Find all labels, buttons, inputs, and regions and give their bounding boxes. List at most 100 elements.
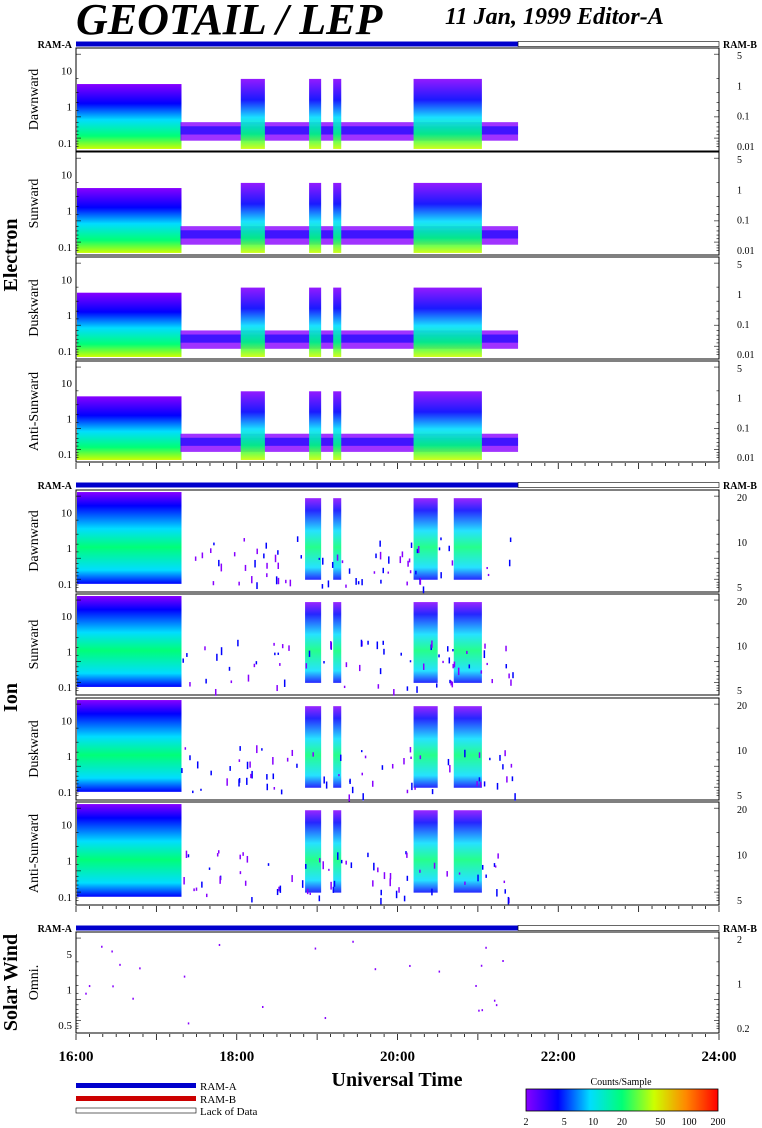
ion-scatter-pixel	[362, 793, 364, 801]
electron-burst-block	[413, 287, 482, 357]
ion-scatter-pixel	[277, 652, 280, 655]
x-tick-label: 24:00	[702, 1049, 737, 1065]
ion-scatter-pixel	[276, 888, 279, 896]
ion-scatter-pixel	[449, 764, 451, 773]
ion-scatter-pixel	[422, 663, 425, 670]
panel-electron-2: 10 1 0.1 5 1 0.1 0.01 Duskward	[27, 256, 755, 361]
ion-scatter-pixel	[256, 745, 258, 754]
panel-label: Omni.	[27, 965, 42, 1000]
ion-scatter-pixel	[230, 680, 233, 684]
y2-tick-label: 1	[737, 980, 742, 991]
ion-scatter-pixel	[249, 761, 251, 768]
ion-scatter-pixel	[291, 875, 293, 883]
ion-scatter-pixel	[251, 897, 253, 903]
ion-scatter-pixel	[383, 872, 386, 880]
ion-scatter-pixel	[328, 868, 330, 871]
y2-tick-label: 0.2	[737, 1024, 750, 1035]
ion-scatter-pixel	[484, 643, 486, 649]
y2-tick-label: 5	[737, 51, 742, 62]
ion-scatter-pixel	[341, 560, 344, 564]
solar-wind-pixel	[85, 992, 87, 995]
ion-scatter-pixel	[277, 577, 280, 585]
ion-scatter-pixel	[485, 874, 487, 878]
solar-wind-pixel	[111, 950, 113, 953]
ion-scatter-pixel	[391, 763, 394, 769]
ion-scatter-pixel	[242, 852, 244, 856]
ion-scatter-pixel	[212, 581, 215, 586]
ion-scatter-pixel	[409, 660, 412, 663]
x-tick-label: 20:00	[380, 1049, 415, 1065]
ion-scatter-pixel	[255, 661, 258, 665]
ion-scatter-pixel	[440, 572, 442, 579]
ion-scatter-pixel	[288, 645, 290, 651]
y2-tick-label: 0.01	[737, 350, 755, 361]
y-tick-label: 10	[61, 507, 73, 519]
ion-burst-block	[453, 498, 482, 580]
y-tick-label: 10	[61, 170, 73, 182]
solar-wind-pixel	[475, 984, 477, 987]
y-tick-label: 10	[61, 820, 73, 832]
ion-scatter-pixel	[345, 662, 348, 668]
ram-a-label: RAM-A	[38, 481, 73, 492]
ion-scatter-pixel	[464, 881, 466, 885]
ion-scatter-pixel	[379, 668, 382, 675]
electron-background-core	[180, 437, 519, 446]
ram-a-label: RAM-A	[38, 40, 73, 51]
colorbar-tick-label: 100	[682, 1117, 697, 1128]
ion-scatter-pixel	[208, 867, 211, 870]
ion-scatter-pixel	[506, 776, 508, 783]
ion-scatter-pixel	[478, 777, 481, 782]
y-tick-label: 10	[61, 715, 73, 727]
ion-scatter-pixel	[511, 776, 514, 782]
electron-burst-block	[413, 391, 482, 460]
ion-scatter-pixel	[487, 573, 490, 577]
electron-burst-block	[240, 287, 265, 357]
ion-scatter-pixel	[289, 579, 292, 587]
y-tick-label: 10	[61, 274, 73, 286]
ion-scatter-pixel	[296, 763, 298, 768]
ion-scatter-pixel	[201, 552, 204, 559]
ion-scatter-pixel	[514, 793, 516, 801]
ion-scatter-pixel	[406, 852, 408, 858]
panel-solar-0: 5 1 0.5 2 1 0.2 Omni.	[27, 931, 750, 1035]
ion-scatter-pixel	[267, 863, 270, 866]
ion-scatter-pixel	[486, 566, 488, 570]
ion-scatter-pixel	[375, 553, 377, 559]
y2-tick-label: 0.1	[737, 216, 750, 227]
y-tick-label: 0.1	[58, 242, 72, 254]
ion-scatter-pixel	[217, 850, 220, 854]
ion-scatter-pixel	[319, 858, 321, 863]
ion-scatter-pixel	[415, 570, 417, 575]
y-tick-label: 0.5	[58, 1020, 72, 1032]
colorbar-tick-label: 200	[711, 1117, 726, 1128]
ion-scatter-pixel	[214, 688, 217, 696]
ion-scatter-pixel	[272, 773, 275, 780]
ion-scatter-pixel	[438, 654, 440, 658]
ion-scatter-pixel	[274, 554, 277, 563]
solar-wind-pixel	[218, 943, 221, 946]
electron-hot-plasma-block	[77, 188, 182, 253]
ion-scatter-pixel	[251, 576, 253, 584]
y-tick-label: 5	[67, 949, 73, 961]
ion-scatter-pixel	[239, 854, 241, 860]
y-tick-label: 1	[67, 647, 73, 659]
ion-scatter-pixel	[266, 562, 268, 569]
ion-scatter-pixel	[452, 648, 454, 652]
panel-frame	[75, 801, 720, 906]
ion-scatter-pixel	[220, 563, 223, 572]
ion-scatter-pixel	[333, 880, 336, 887]
y2-tick-label: 20	[737, 493, 747, 504]
ion-scatter-pixel	[399, 556, 402, 564]
y2-tick-label: 0.1	[737, 320, 750, 331]
ion-scatter-pixel	[309, 892, 311, 895]
legend-ram-b-label: RAM-B	[200, 1094, 236, 1106]
ion-hot-plasma-block	[77, 492, 182, 584]
y2-tick-label: 5	[737, 686, 742, 697]
ion-scatter-pixel	[451, 560, 454, 566]
ion-scatter-pixel	[476, 781, 478, 787]
ion-scatter-pixel	[408, 558, 411, 563]
ion-burst-block	[453, 706, 482, 788]
ram-b-label: RAM-B	[723, 40, 757, 51]
y-tick-label: 1	[67, 206, 73, 218]
ion-scatter-pixel	[336, 554, 339, 561]
